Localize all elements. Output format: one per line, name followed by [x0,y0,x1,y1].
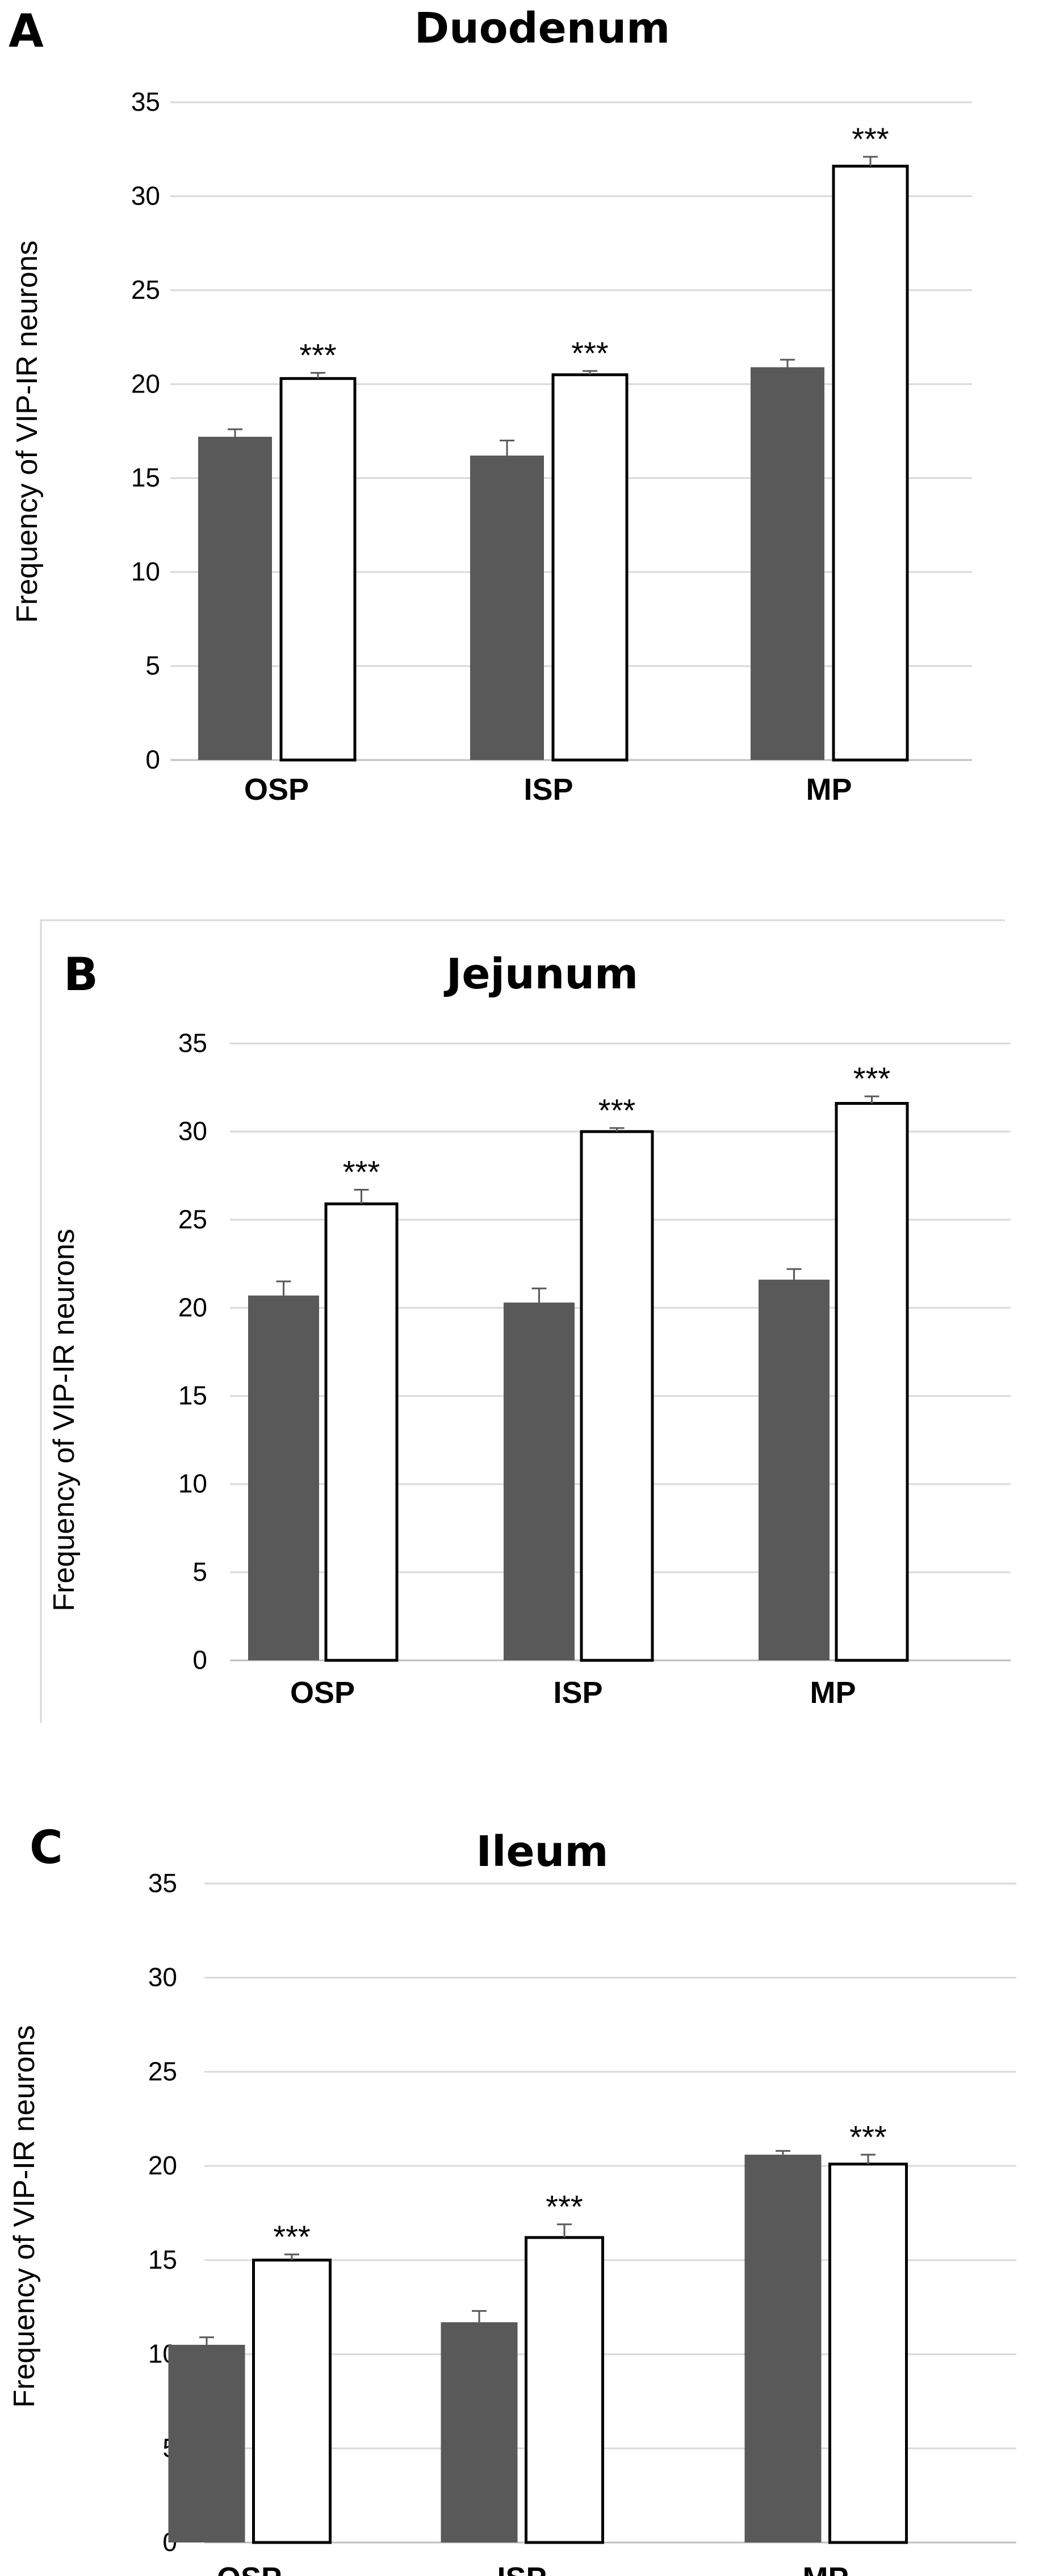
x-category-label: OSP [217,2561,282,2576]
significance-marker: *** [571,335,608,371]
y-tick-label: 30 [178,1116,207,1146]
y-tick-label: 5 [145,651,160,680]
bar-isp-series-1 [470,456,544,760]
y-axis-title: Frequency of VIP-IR neurons [48,1229,81,1611]
y-tick-label: 25 [131,275,160,304]
x-category-label: MP [810,1676,856,1710]
y-tick-label: 35 [178,1028,207,1058]
y-tick-label: 20 [131,369,160,398]
y-tick-label: 35 [148,1868,177,1898]
x-category-label: MP [803,2561,849,2576]
x-category-label: MP [806,773,852,807]
bar-isp-series-1 [504,1302,575,1660]
bar-isp-series-2 [580,1130,654,1662]
y-tick-label: 0 [145,745,160,774]
y-tick-label: 0 [192,1645,207,1675]
bar-mp-series-1 [744,2155,822,2542]
y-tick-label: 25 [148,2056,177,2086]
significance-marker: *** [598,1092,635,1128]
significance-marker: *** [273,2219,310,2254]
panel-letter: C [30,1821,63,1874]
bar-osp-series-1 [168,2345,245,2542]
chart-title: Duodenum [414,4,671,53]
bar-mp-series-1 [751,367,824,760]
y-tick-label: 25 [178,1204,207,1234]
y-axis-title: Frequency of VIP-IR neurons [11,240,44,623]
significance-marker: *** [849,2119,886,2155]
bar-osp-series-1 [198,436,272,760]
panel-frame [40,919,1005,1723]
y-tick-label: 15 [178,1381,207,1410]
y-tick-label: 20 [148,2151,177,2180]
y-tick-label: 35 [131,87,160,116]
bar-isp-series-2 [525,2236,604,2544]
bar-mp-series-2 [828,2162,908,2544]
panel-letter: B [64,948,98,1001]
significance-marker: *** [852,121,889,157]
chart-panel-b: B Jejunum 0 5 10 15 20 25 30 35 Frequency of VIP-I… [40,919,1011,1723]
significance-marker: *** [546,2189,583,2224]
bar-osp-series-2 [252,2258,332,2544]
y-tick-label: 10 [178,1469,207,1498]
x-category-label: ISP [497,2561,546,2576]
bar-isp-series-1 [441,2322,518,2542]
x-category-label: ISP [553,1676,602,1710]
chart-title: Jejunum [443,950,638,999]
x-category-label: OSP [290,1676,355,1710]
bar-osp-series-2 [279,377,357,762]
y-tick-label: 10 [131,557,160,586]
y-tick-label: 30 [131,181,160,210]
x-category-label: OSP [244,773,309,807]
bar-mp-series-2 [832,164,909,762]
y-tick-label: 15 [131,463,160,492]
bar-mp-series-2 [835,1101,909,1662]
significance-marker: *** [299,337,336,373]
y-tick-label: 20 [178,1292,207,1322]
significance-marker: *** [853,1061,890,1096]
panel-letter: A [9,5,44,57]
bar-osp-series-2 [324,1202,399,1662]
y-axis-title: Frequency of VIP-IR neurons [8,2025,41,2407]
chart-panel-a: A Duodenum 0 5 10 15 20 25 30 35 Frequency of VIP-… [9,4,972,807]
y-tick-label: 15 [148,2245,177,2274]
significance-marker: *** [343,1154,380,1190]
y-tick-label: 30 [148,1963,177,1992]
bar-osp-series-1 [248,1295,319,1660]
bar-isp-series-2 [551,373,629,762]
chart-panel-c: CIleum05101520253035Frequency of VIP-IR … [8,1821,1016,2576]
x-category-label: ISP [523,773,573,807]
chart-title: Ileum [476,1827,609,1876]
bar-mp-series-1 [759,1279,830,1660]
y-tick-label: 5 [192,1557,207,1586]
